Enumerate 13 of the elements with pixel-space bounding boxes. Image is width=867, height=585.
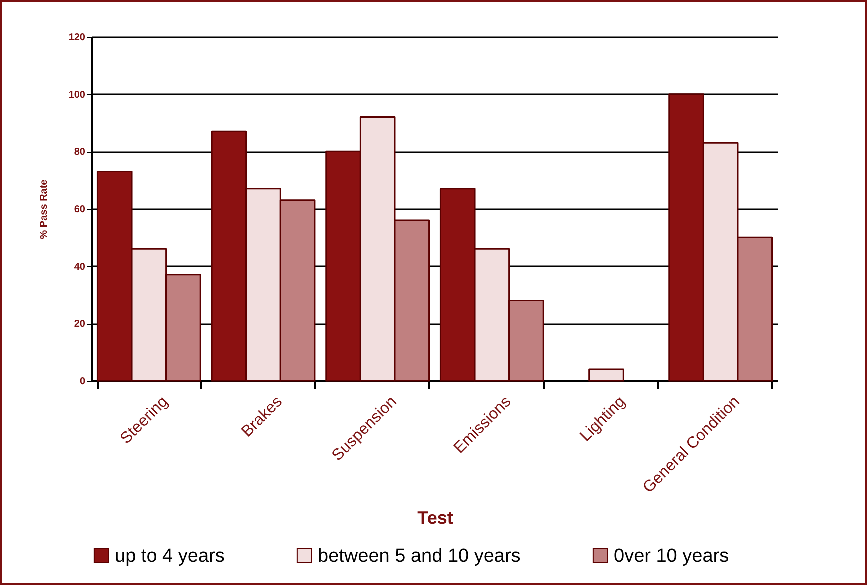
y-axis-title: % Pass Rate [38,179,50,240]
y-tick-label: 60 [74,204,86,216]
legend-label: between 5 and 10 years [318,546,521,567]
y-tick-label: 0 [80,376,86,388]
y-tick-label: 80 [74,147,86,158]
y-tick-label: 100 [68,90,86,101]
legend-label: up to 4 years [115,546,225,567]
bar [588,368,624,382]
y-tick-label: 40 [74,262,86,273]
legend-label: 0ver 10 years [614,546,730,567]
y-tick-label: 120 [68,32,86,44]
x-axis-title: Test [418,508,454,528]
y-tick-label: 20 [74,319,86,330]
